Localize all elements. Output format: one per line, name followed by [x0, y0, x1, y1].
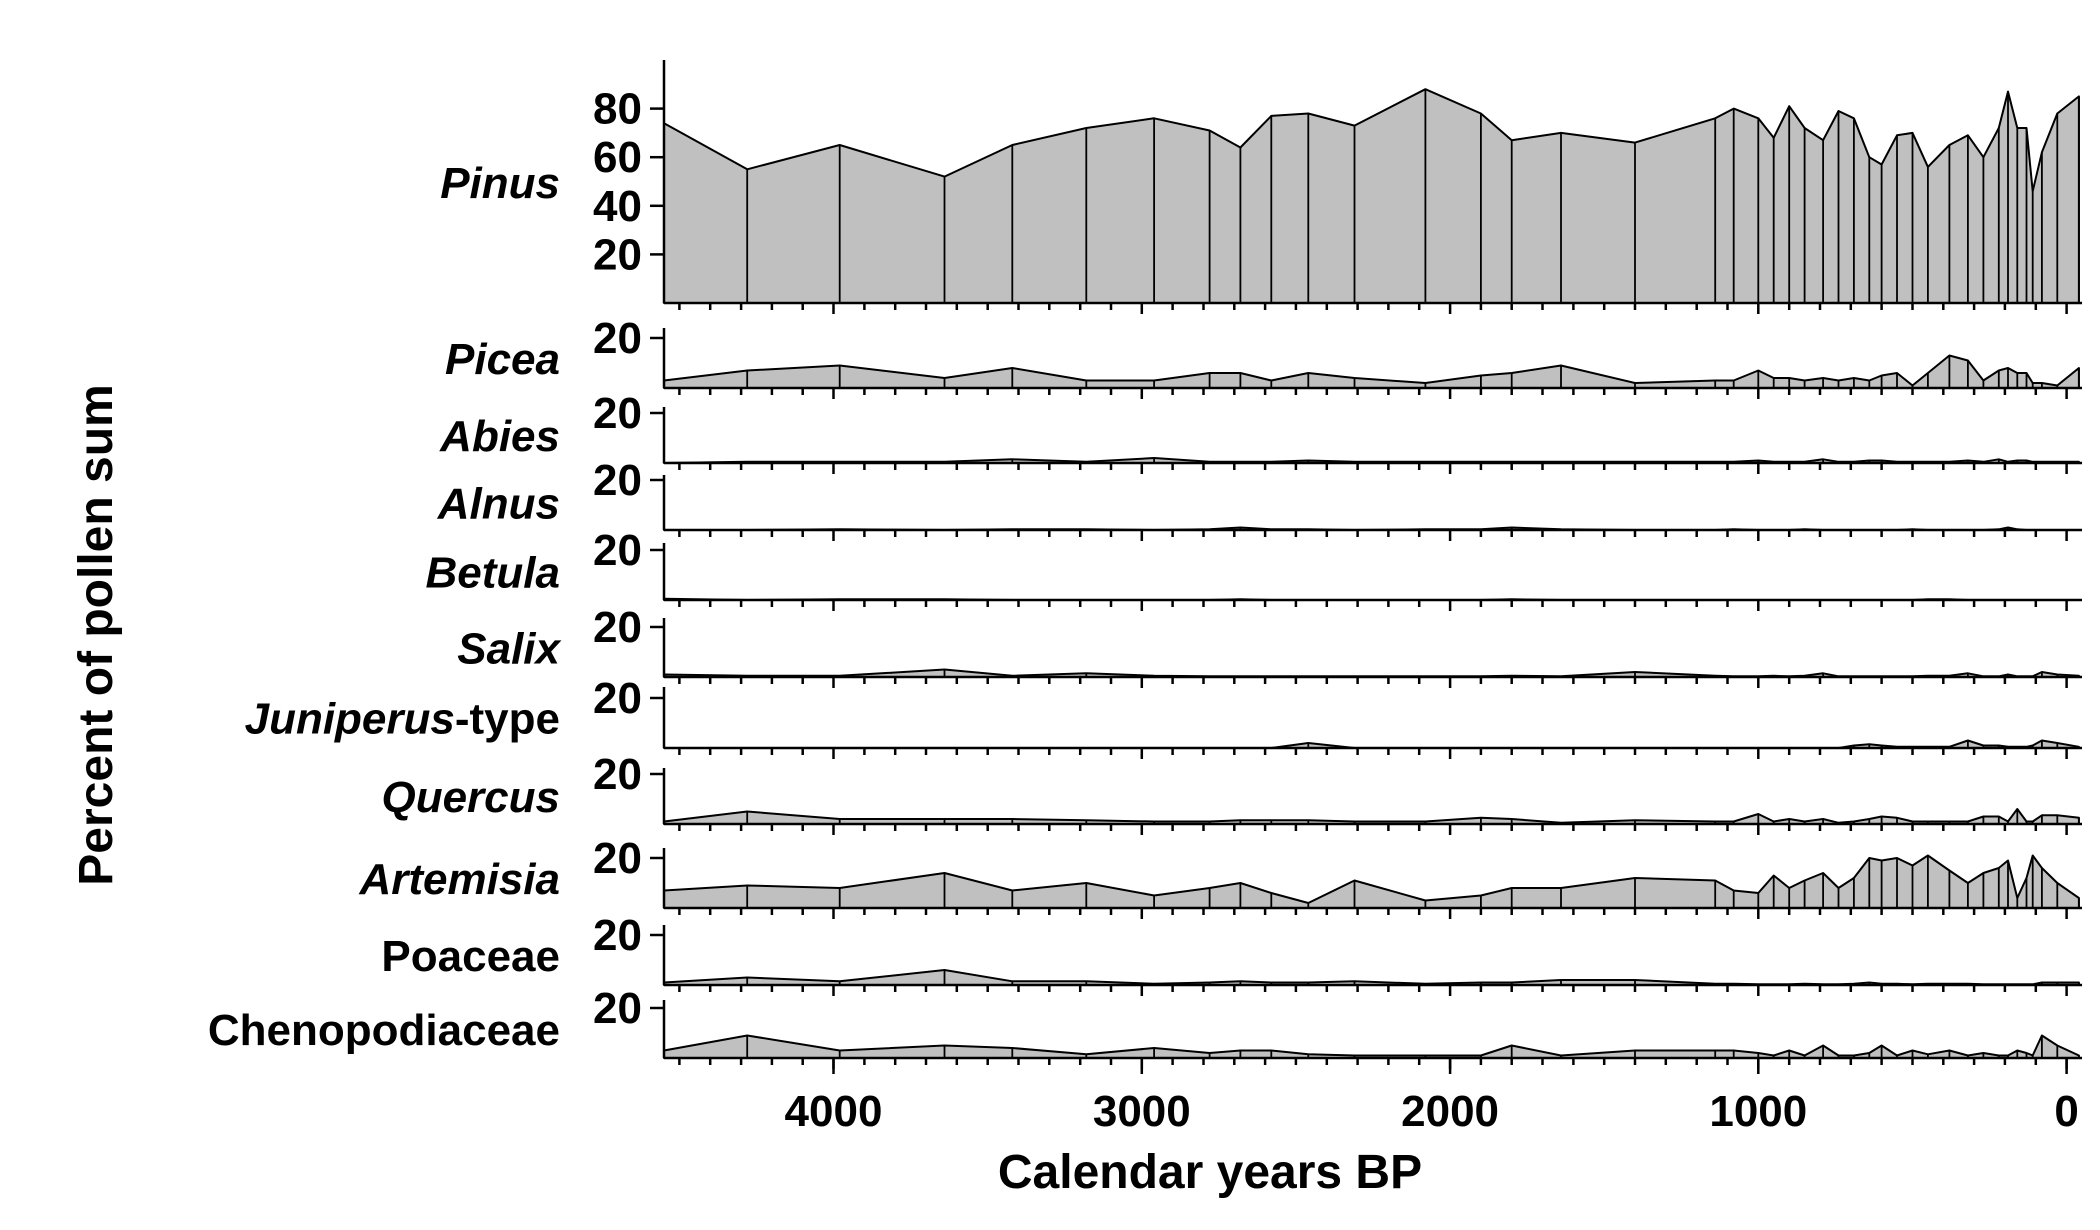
- taxon-label: Chenopodiaceae: [208, 1006, 560, 1055]
- taxon-label: Quercus: [381, 773, 560, 822]
- taxon-label: Pinus: [440, 159, 560, 208]
- y-tick-label: 40: [593, 182, 642, 231]
- taxon-label-italic: Salix: [457, 625, 561, 674]
- taxon-label: Artemisia: [358, 855, 560, 904]
- y-tick-label: 20: [593, 230, 642, 279]
- x-axis-title: Calendar years BP: [998, 1146, 1422, 1199]
- x-tick-label: 0: [2054, 1087, 2078, 1136]
- series-area: [663, 808, 2080, 825]
- y-tick-label: 20: [593, 911, 642, 960]
- taxon-label: Juniperus-type: [245, 695, 560, 744]
- y-tick-label: 20: [593, 526, 642, 575]
- taxon-label-italic: Abies: [439, 412, 560, 461]
- y-tick-label: 20: [593, 314, 642, 363]
- y-tick-label: 80: [593, 85, 642, 134]
- panel-betula: 20 Betula: [426, 526, 2082, 611]
- taxon-label: Alnus: [437, 480, 560, 529]
- y-tick-label: 20: [593, 456, 642, 505]
- x-tick-label: 2000: [1401, 1087, 1499, 1136]
- taxon-label-suffix: Poaceae: [381, 932, 560, 981]
- taxon-label-suffix: Chenopodiaceae: [208, 1006, 560, 1055]
- panel-poaceae: 20 Poaceae: [381, 911, 2082, 996]
- taxon-label: Abies: [439, 412, 560, 461]
- panel-artemisia: 20 Artemisia: [358, 834, 2082, 919]
- taxon-label-italic: Quercus: [381, 773, 560, 822]
- taxon-label: Betula: [426, 549, 560, 598]
- series-area: [663, 1034, 2080, 1059]
- y-axis-title: Percent of pollen sum: [70, 384, 123, 885]
- taxon-panels: 20406080Pinus20Picea20Abies20Alnus20Betu…: [208, 60, 2082, 1069]
- y-tick-label: 60: [593, 133, 642, 182]
- panel-picea: 20 Picea: [445, 314, 2082, 399]
- taxon-label: Picea: [445, 335, 560, 384]
- x-tick-label: 4000: [785, 1087, 883, 1136]
- series-area: [663, 854, 2080, 909]
- y-tick-label: 20: [593, 984, 642, 1033]
- panel-alnus: 20 Alnus: [437, 456, 2082, 541]
- panel-quercus: 20 Quercus: [381, 750, 2082, 835]
- y-tick-label: 20: [593, 674, 642, 723]
- taxon-label: Salix: [457, 625, 561, 674]
- y-tick-label: 20: [593, 750, 642, 799]
- series-area: [663, 969, 2080, 986]
- taxon-label-italic: Alnus: [437, 480, 560, 529]
- y-tick-label: 20: [593, 834, 642, 883]
- panel-salix: 20 Salix: [457, 603, 2082, 688]
- taxon-label-italic: Pinus: [440, 159, 560, 208]
- y-tick-label: 20: [593, 603, 642, 652]
- x-tick-label: 1000: [1709, 1087, 1807, 1136]
- taxon-label-italic: Juniperus: [245, 695, 455, 744]
- taxon-label-italic: Picea: [445, 335, 560, 384]
- taxon-label-italic: Artemisia: [358, 855, 560, 904]
- y-tick-label: 20: [593, 389, 642, 438]
- panel-juniperus-type: 20 Juniperus-type: [245, 674, 2082, 759]
- panel-chenopodiaceae: 20 Chenopodiaceae: [208, 984, 2082, 1069]
- panel-abies: 20 Abies: [439, 389, 2082, 474]
- x-tick-label: 3000: [1093, 1087, 1191, 1136]
- taxon-label-italic: Betula: [426, 549, 560, 598]
- series-area: [663, 88, 2080, 304]
- taxon-label: Poaceae: [381, 932, 560, 981]
- taxon-label-suffix: -type: [455, 695, 560, 744]
- x-axis: 4000 3000 2000 1000 0: [785, 1058, 2079, 1136]
- series-area: [663, 354, 2080, 389]
